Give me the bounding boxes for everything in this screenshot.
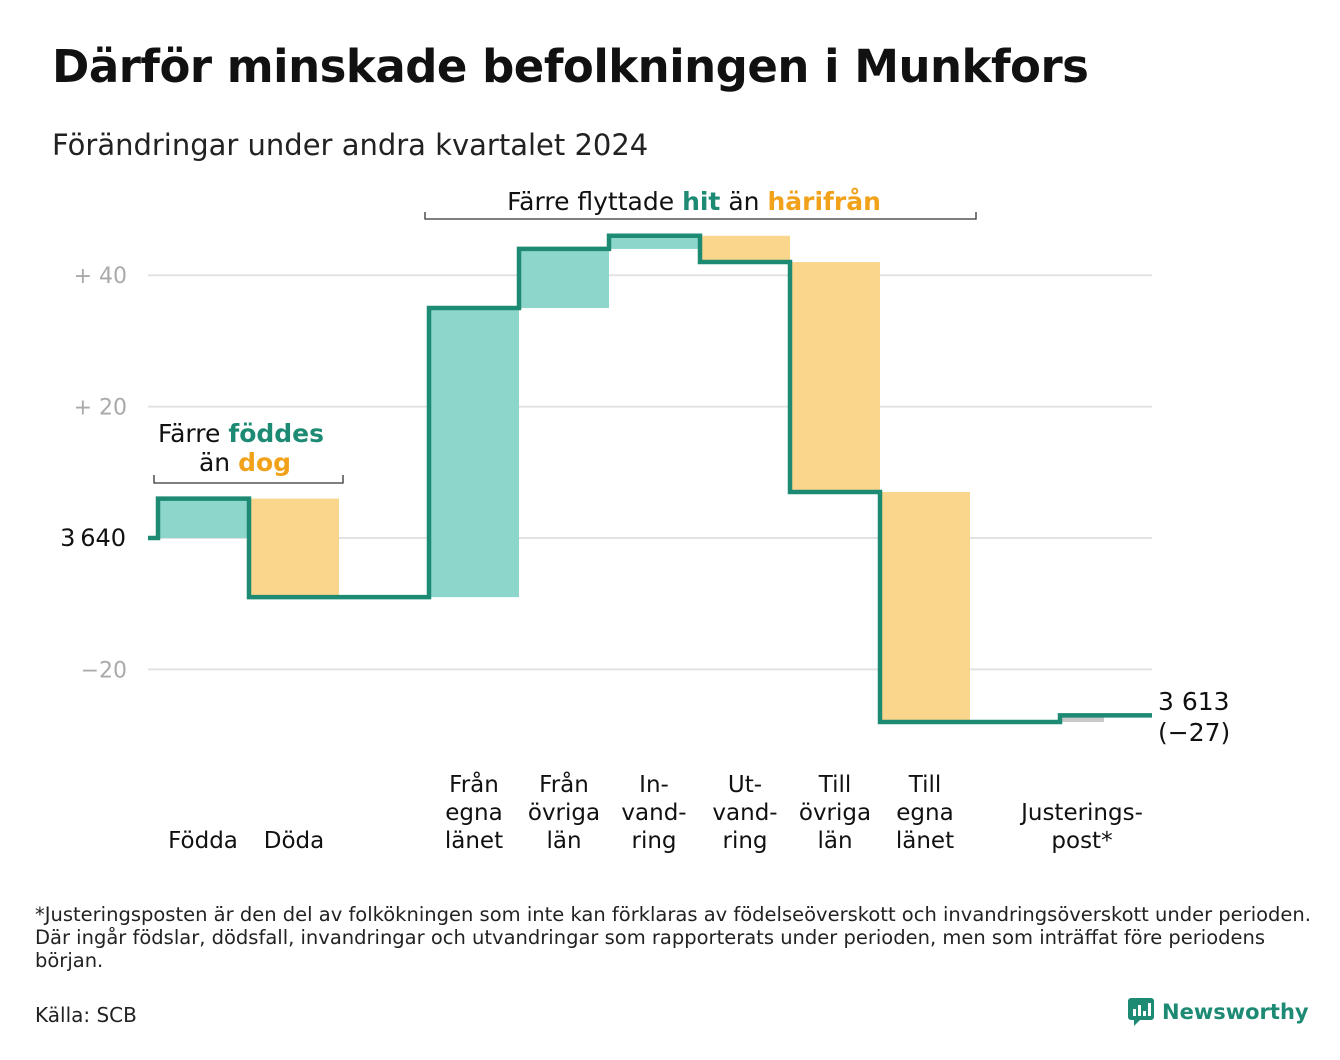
annotation-moves: Färre flyttade hit än härifrån [507,187,881,216]
x-label-fodda: Födda [168,828,238,854]
annotation-highlight-in: hit [682,187,720,216]
annotation-births-line1: Färre föddes [158,419,324,448]
brand-logo: Newsworthy [1128,998,1309,1026]
x-label-invandring: vand- [621,800,686,826]
bar-fodda [158,498,248,538]
end-label: 3 613(−27) [1158,687,1230,747]
bar-fran-ovriga [519,248,609,309]
annotation-highlight-in: föddes [228,419,324,448]
level-line-path [148,233,1152,725]
x-label-fran-ovriga: Från [539,770,589,798]
x-label-till-ovriga: övriga [799,800,871,826]
end-change-label: (−27) [1158,718,1230,747]
chart-subtitle: Förändringar under andra kvartalet 2024 [52,128,649,162]
x-label-till-ovriga: Till [818,772,852,798]
x-label-fran-ovriga: övriga [528,800,600,826]
annotation-text: än [720,187,767,216]
bar-till-egna [880,492,970,722]
x-label-utvandring: Ut- [728,772,762,798]
footnote: *Justeringsposten är den del av folkökni… [35,903,1311,972]
gridlines [148,274,1152,671]
waterfall-chart: + 40+ 20−203 640 Födda DödaFrånegnalänetF… [60,187,1230,854]
bars [158,235,1104,722]
annotation-bracket-moves [424,212,977,220]
annotation-text: Färre flyttade [507,187,682,216]
bar-doda [249,498,339,598]
baseline-label: 3 640 [60,524,126,552]
y-tick-label: −20 [81,658,127,683]
x-label-till-egna: Till [908,772,942,798]
x-label-invandring: ring [631,828,676,854]
brand-name: Newsworthy [1162,1000,1309,1024]
annotation-text: Färre [158,419,228,448]
x-label-doda: Döda [264,828,324,854]
x-label-till-egna: länet [896,828,954,854]
annotation-highlight-out: härifrån [767,187,880,216]
x-label-till-egna: egna [896,800,953,826]
level-line [148,233,1152,725]
x-label-fran-egna: länet [445,828,503,854]
annotation-text: än [199,448,238,477]
x-label-fran-egna: Från [449,770,499,798]
annotation-bracket-births [153,475,344,484]
bar-till-ovriga [790,262,880,493]
source-label: Källa: SCB [35,1003,137,1027]
bar-invandring [609,235,699,249]
annotation-highlight-out: dog [238,448,291,477]
x-label-utvandring: vand- [712,800,777,826]
bar-utvandring [700,235,790,263]
x-label-invandring: In- [639,772,669,798]
bar-fran-egna [429,308,519,598]
x-label-fran-egna: egna [445,800,502,826]
x-label-justering: Justerings- [1019,800,1143,826]
newsworthy-logo-icon [1128,998,1154,1026]
end-value-label: 3 613 [1158,687,1230,716]
bar-justering [1060,715,1104,722]
annotation-births-line2: än dog [199,448,291,477]
y-tick-label: + 20 [74,396,127,421]
x-label-till-ovriga: län [817,828,852,854]
y-axis-ticks: + 40 + 20 −20 3 640 [60,264,127,683]
y-tick-label: + 40 [74,264,127,289]
x-label-justering: post* [1051,828,1112,854]
x-axis-labels: Födda DödaFrånegnalänetFrånövrigalänIn-va… [168,770,1143,854]
chart-title: Därför minskade befolkningen i Munkfors [52,40,1089,93]
x-label-utvandring: ring [722,828,767,854]
x-label-fran-ovriga: län [546,828,581,854]
